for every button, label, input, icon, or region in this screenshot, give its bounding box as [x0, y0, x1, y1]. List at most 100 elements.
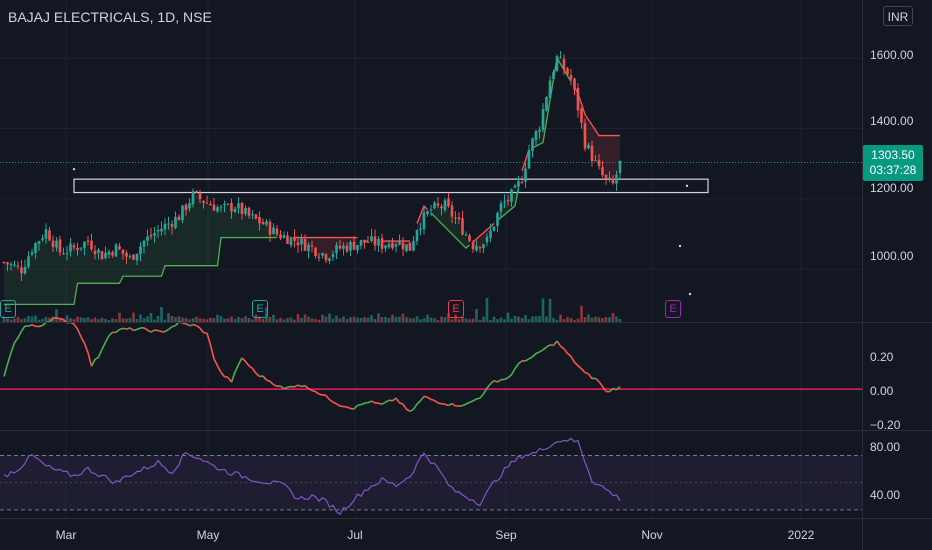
candle-body	[566, 68, 569, 75]
volume-bar	[527, 319, 531, 322]
candle-body	[167, 223, 170, 225]
candle-body	[20, 267, 23, 274]
volume-bar	[342, 316, 345, 322]
candle-body	[223, 203, 226, 205]
candle-body	[135, 253, 139, 261]
earnings-badge[interactable]: E	[665, 300, 681, 318]
volume-bar	[373, 319, 377, 322]
oscillator-segment	[465, 401, 470, 405]
volume-bar	[580, 305, 583, 322]
oscillator-segment	[560, 345, 565, 350]
oscillator-segment	[587, 373, 593, 380]
earnings-badge[interactable]: E	[0, 300, 16, 318]
oscillator-segment	[402, 403, 408, 410]
volume-bar	[20, 319, 23, 322]
volume-bar	[160, 306, 163, 322]
candle-body	[391, 242, 394, 249]
volume-bar	[135, 319, 139, 322]
volume-bar	[387, 317, 391, 322]
volume-bar	[258, 316, 261, 322]
earnings-badge[interactable]: E	[448, 300, 464, 318]
volume-bar	[93, 317, 97, 322]
volume-bar	[548, 298, 552, 322]
volume-bar	[464, 318, 468, 322]
volume-bar	[107, 319, 111, 322]
candle-body	[191, 191, 195, 205]
candle-body	[23, 266, 27, 274]
candle-body	[128, 255, 132, 257]
candle-body	[426, 211, 429, 215]
rsi-line	[3, 437, 621, 516]
candle-body	[429, 209, 433, 211]
candle-body	[447, 198, 450, 207]
support-zone[interactable]	[73, 178, 709, 194]
volume-bar	[429, 317, 433, 322]
volume-bar	[251, 319, 254, 322]
oscillator-segment	[101, 341, 107, 350]
candle-body	[580, 108, 583, 123]
volume-bar	[573, 320, 576, 322]
volume-bar	[419, 319, 422, 322]
oscillator-segment	[262, 375, 268, 381]
oscillator-segment	[476, 397, 481, 400]
candle-body	[394, 244, 398, 247]
volume-bar	[489, 319, 492, 322]
oscillator-segment	[332, 401, 337, 405]
candle-body	[69, 243, 72, 252]
oscillator-segment	[357, 403, 362, 407]
candle-body	[37, 241, 41, 244]
earnings-badge[interactable]: E	[252, 300, 268, 318]
oscillator-segment	[412, 403, 418, 410]
volume-bar	[268, 316, 272, 322]
volume-bar	[380, 316, 384, 322]
oscillator-segment	[133, 328, 138, 332]
volume-bar	[450, 319, 454, 322]
supertrend-fill	[4, 56, 620, 305]
candle-body	[352, 242, 356, 250]
candle-body	[499, 203, 503, 212]
candle-body	[9, 263, 13, 265]
price-candles	[2, 51, 692, 296]
volume-bar	[265, 307, 268, 322]
rsi-tick: 80.00	[870, 440, 901, 454]
volume-bar	[384, 316, 387, 322]
volume-bar	[226, 318, 230, 322]
supertrend-area	[431, 200, 470, 249]
candle-body	[587, 145, 590, 149]
candle-body	[300, 238, 303, 245]
volume-bar	[492, 316, 496, 322]
oscillator-segment	[90, 359, 96, 367]
candle-body	[100, 251, 104, 260]
oscillator-segment	[150, 329, 155, 333]
currency-button[interactable]: INR	[883, 6, 913, 26]
symbol-title[interactable]: BAJAJ ELECTRICALS, 1D, NSE	[8, 9, 212, 25]
candle-body	[443, 200, 447, 210]
candle-body	[247, 207, 251, 216]
oscillator-segment	[434, 399, 439, 404]
volume-bar	[531, 316, 534, 322]
volume-bar	[219, 316, 223, 322]
oscillator-segment	[147, 329, 152, 333]
volume-bar	[349, 317, 352, 322]
candle-body	[156, 229, 160, 232]
last-price-value: 1303.50	[871, 148, 915, 162]
candle-body	[538, 129, 541, 132]
oscillator-segment	[94, 356, 99, 361]
oscillator-segment	[76, 328, 82, 338]
volume-bar	[170, 315, 174, 322]
volume-bar	[517, 316, 520, 322]
oscillator-segment	[385, 399, 390, 403]
candle-body	[181, 205, 184, 221]
volume-bar	[37, 319, 41, 322]
candle-body	[489, 230, 492, 239]
candle-body	[464, 234, 468, 236]
oscillator-segment	[13, 337, 19, 344]
candle-body	[212, 204, 216, 211]
volume-bar	[436, 320, 440, 322]
volume-bar	[391, 314, 394, 322]
volume-bar	[205, 319, 209, 322]
supertrend-line	[4, 236, 277, 306]
candle-body	[198, 192, 202, 200]
